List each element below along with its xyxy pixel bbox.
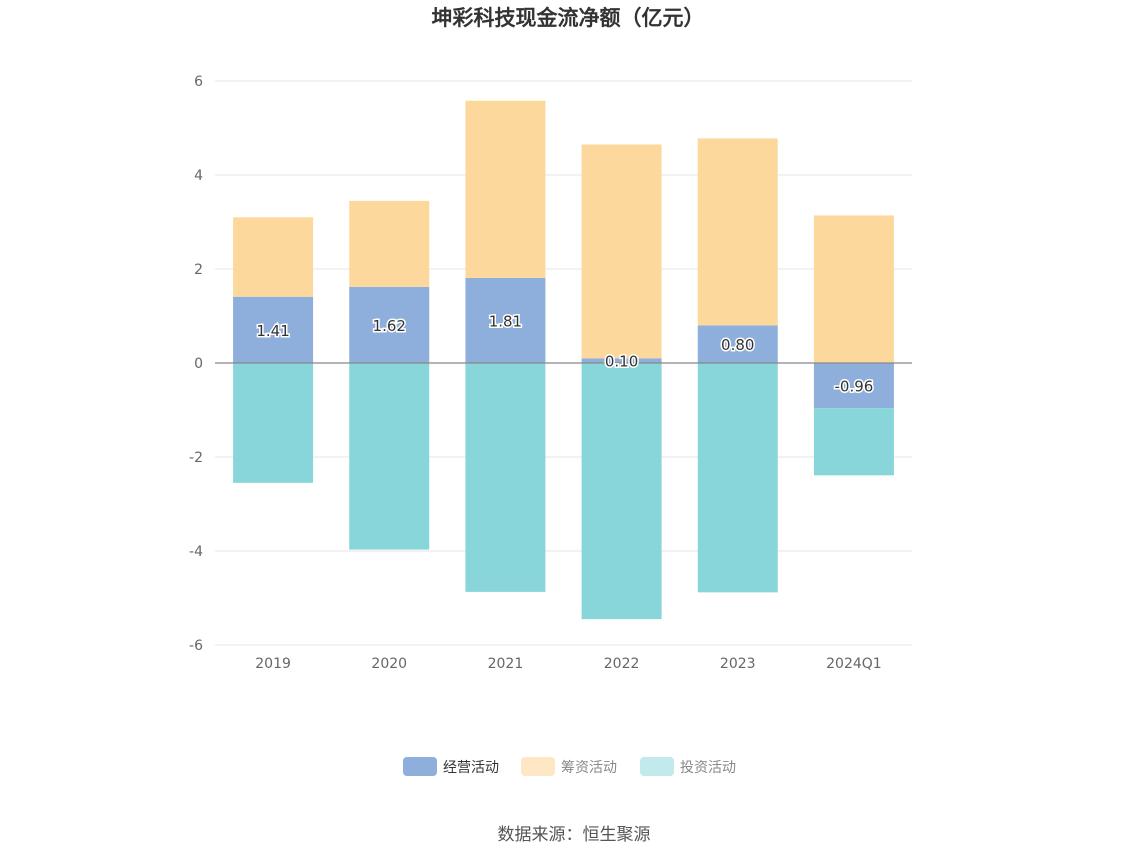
chart-title: 坤彩科技现金流净额（亿元） <box>432 6 705 30</box>
data-source: 数据来源：恒生聚源 <box>498 825 651 845</box>
legend-label: 经营活动 <box>443 760 499 776</box>
y-tick-label: -2 <box>189 450 203 466</box>
y-tick-label: 4 <box>194 168 203 184</box>
legend-item[interactable]: 筹资活动 <box>521 757 617 776</box>
data-label: -0.96 <box>835 378 874 396</box>
legend[interactable]: 经营活动 筹资活动 投资活动 <box>403 757 736 776</box>
legend-swatch <box>640 757 674 776</box>
bar-投资活动-2023[interactable] <box>697 363 778 593</box>
y-tick-label: -4 <box>189 544 203 560</box>
y-tick-label: 6 <box>194 74 203 90</box>
y-tick-label: 0 <box>194 356 203 372</box>
legend-swatch <box>403 757 437 776</box>
legend-item[interactable]: 投资活动 <box>640 757 736 776</box>
y-tick-label: -6 <box>189 638 203 654</box>
bar-经营活动-2021[interactable] <box>465 277 546 363</box>
bar-经营活动-2019[interactable] <box>233 296 314 363</box>
axes: 6 4 2 0 -2 -4 -6 2019 2020 2021 2022 2023 2024Q1 <box>189 74 912 672</box>
data-label: 0.10 <box>605 353 638 371</box>
data-label: 1.41 <box>256 322 289 340</box>
bar-筹资活动-2019[interactable] <box>233 217 314 297</box>
legend-label: 筹资活动 <box>561 759 617 776</box>
bar-投资活动-2019[interactable] <box>233 363 314 483</box>
x-tick-label: 2024Q1 <box>826 656 882 672</box>
legend-swatch <box>521 757 555 776</box>
bar-筹资活动-2022[interactable] <box>581 144 662 359</box>
bars <box>233 100 894 620</box>
bar-投资活动-2021[interactable] <box>465 363 546 592</box>
x-tick-label: 2023 <box>720 656 756 672</box>
x-tick-label: 2022 <box>604 656 640 672</box>
grid-lines <box>215 80 912 646</box>
data-label: 1.62 <box>373 317 406 335</box>
bar-筹资活动-2024Q1[interactable] <box>813 215 894 363</box>
bar-投资活动-2020[interactable] <box>349 363 430 550</box>
bar-筹资活动-2020[interactable] <box>349 200 430 287</box>
bar-投资活动-2022[interactable] <box>581 363 662 620</box>
x-tick-label: 2019 <box>255 656 291 672</box>
bar-经营活动-2022[interactable] <box>581 358 662 363</box>
y-tick-label: 2 <box>194 262 203 278</box>
bar-经营活动-2024Q1[interactable] <box>813 363 894 409</box>
data-label: 0.80 <box>721 336 754 354</box>
data-label: 1.81 <box>489 312 522 330</box>
bar-经营活动-2023[interactable] <box>697 325 778 363</box>
bar-经营活动-2020[interactable] <box>349 286 430 363</box>
x-tick-label: 2021 <box>488 656 524 672</box>
bar-投资活动-2024Q1[interactable] <box>813 408 894 476</box>
legend-label: 投资活动 <box>680 760 736 776</box>
data-labels: 1.41 1.62 1.81 0.10 0.80 -0.96 <box>255 311 875 397</box>
x-tick-label: 2020 <box>371 656 407 672</box>
legend-item[interactable]: 经营活动 <box>403 757 499 776</box>
bar-筹资活动-2023[interactable] <box>697 138 778 326</box>
bar-筹资活动-2021[interactable] <box>465 100 546 278</box>
